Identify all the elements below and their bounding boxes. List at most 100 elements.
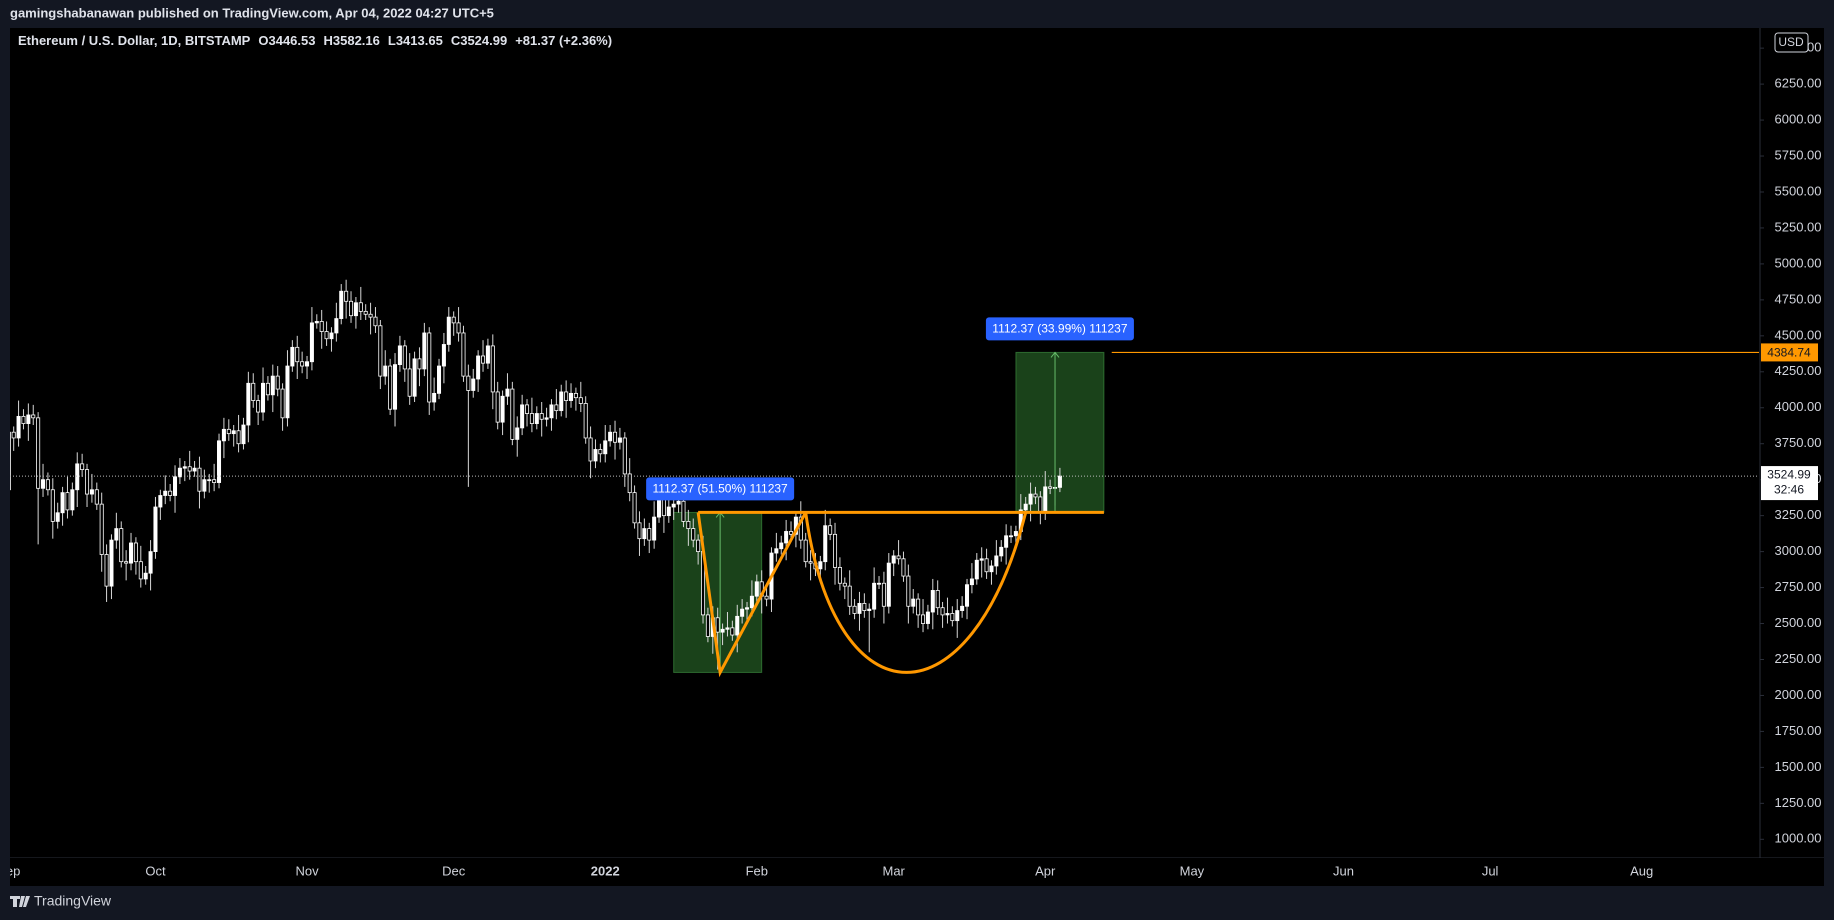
candle-body: [696, 539, 701, 553]
candle-body: [55, 512, 60, 522]
candle-body: [681, 500, 686, 522]
candle-body: [329, 332, 334, 340]
candle-body: [456, 322, 461, 334]
candle-body: [906, 575, 911, 607]
candle-body: [774, 548, 779, 554]
candle-body: [720, 628, 725, 633]
y-tick-label: 1500.00: [1775, 759, 1822, 774]
y-tick-label: 5250.00: [1775, 219, 1822, 234]
y-tick-label: 5500.00: [1775, 183, 1822, 198]
candle-body: [549, 404, 554, 419]
candle-body: [916, 598, 921, 616]
candle-body: [109, 539, 114, 587]
candle-body: [41, 479, 46, 489]
candle-body: [779, 542, 784, 550]
candle-body: [911, 598, 916, 607]
plot-background: [10, 28, 1824, 858]
x-tick-label: Feb: [746, 863, 768, 878]
candle-body: [789, 531, 794, 535]
candle-body: [173, 476, 178, 496]
candle-body: [1004, 535, 1009, 548]
candle-body: [862, 602, 867, 611]
candle-body: [842, 582, 847, 587]
candle-body: [21, 415, 26, 424]
candle-body: [265, 382, 270, 396]
y-tick-label: 1250.00: [1775, 795, 1822, 810]
candle-body: [402, 345, 407, 370]
candle-body: [593, 449, 598, 462]
x-tick-label: Nov: [295, 863, 319, 878]
candle-body: [578, 397, 583, 404]
candle-body: [417, 358, 422, 370]
brand-logo: [10, 896, 30, 907]
candle-body: [642, 528, 647, 540]
countdown: 32:46: [1774, 482, 1804, 496]
candle-body: [407, 368, 412, 397]
candle-body: [241, 424, 246, 445]
candle-body: [75, 463, 80, 491]
candle-body: [16, 415, 21, 439]
candle-body: [529, 413, 534, 424]
candle-body: [818, 561, 823, 570]
candle-body: [236, 430, 241, 445]
candle-body: [158, 495, 163, 508]
candle-body: [921, 614, 926, 624]
open-value: 3446.53: [268, 33, 315, 48]
candle-body: [564, 391, 569, 401]
y-tick-label: 4250.00: [1775, 363, 1822, 378]
candle-body: [730, 627, 735, 636]
candle-body: [525, 404, 530, 414]
candle-body: [31, 414, 36, 419]
candle-body: [867, 608, 872, 611]
candle-body: [451, 316, 456, 324]
candle-body: [305, 361, 310, 367]
candle-body: [627, 473, 632, 494]
candle-body: [539, 413, 544, 420]
candle-body: [974, 559, 979, 580]
candle-body: [153, 506, 158, 553]
candle-body: [388, 365, 393, 410]
candle-body: [256, 400, 261, 413]
y-tick-label: 3750.00: [1775, 435, 1822, 450]
candle-body: [383, 365, 388, 377]
candle-body: [603, 440, 608, 455]
candle-body: [583, 403, 588, 439]
candle-body: [945, 613, 950, 616]
candle-body: [852, 605, 857, 614]
measure-label-box: [985, 317, 1134, 341]
y-tick-label: 2250.00: [1775, 651, 1822, 666]
candle-body: [45, 479, 50, 491]
candle-body: [632, 492, 637, 524]
candle-body: [490, 345, 495, 393]
candle-body: [373, 316, 378, 327]
last-price-label: 3524.99: [1767, 467, 1811, 481]
candle-body: [705, 614, 710, 637]
candle-body: [99, 503, 104, 555]
candle-body: [969, 578, 974, 586]
candle-body: [143, 572, 148, 580]
candle-body: [85, 469, 90, 495]
candle-body: [168, 490, 173, 496]
y-tick-label: 1000.00: [1775, 831, 1822, 846]
y-tick-label: 2000.00: [1775, 687, 1822, 702]
candle-body: [613, 431, 618, 443]
candle-body: [999, 546, 1004, 557]
candle-body: [363, 310, 368, 315]
candle-body: [935, 590, 940, 609]
candle-body: [334, 318, 339, 334]
candle-body: [1013, 531, 1018, 537]
symbol: Ethereum / U.S. Dollar, 1D, BITSTAMP: [18, 33, 251, 48]
y-tick-label: 2500.00: [1775, 615, 1822, 630]
v-pattern: [696, 511, 808, 678]
candle-body: [251, 382, 256, 401]
candle-body: [485, 345, 490, 364]
y-tick-label: 6000.00: [1775, 111, 1822, 126]
candle-body: [1038, 496, 1043, 512]
candle-body: [764, 595, 769, 600]
candle-body: [984, 558, 989, 573]
candle-body: [412, 358, 417, 397]
candle-body: [368, 313, 373, 318]
candle-body: [461, 332, 466, 377]
candle-body: [182, 466, 187, 469]
